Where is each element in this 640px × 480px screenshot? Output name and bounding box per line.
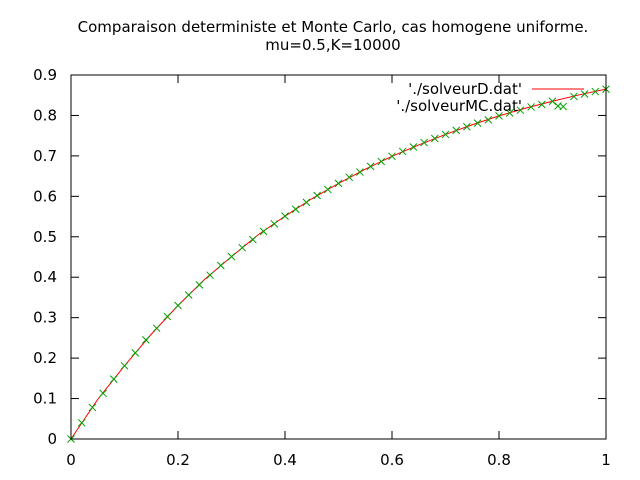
x-axis-ticks: 0 0.2 0.4 0.6 0.8 1 (66, 75, 611, 469)
series-point-solveurMC (142, 336, 150, 344)
series-point-solveurMC (302, 198, 311, 207)
series-point-solveurMC (345, 173, 354, 182)
series-point-solveurMC (227, 252, 236, 261)
y-tick-label: 0.1 (33, 390, 57, 408)
series-point-solveurMC (131, 348, 140, 357)
x-tick-label: 0.6 (380, 451, 404, 469)
x-tick-label: 1 (601, 451, 611, 469)
y-axis-ticks: 0 0.1 0.2 0.3 0.4 0.5 0.6 0.7 0.8 0.9 (33, 66, 606, 448)
series-point-solveurMC (174, 301, 182, 310)
legend: './solveurD.dat' './solveurMC.dat' (396, 80, 584, 115)
series-point-solveurMC (484, 116, 493, 124)
x-tick-label: 0 (66, 451, 76, 469)
series-point-solveurMC (570, 92, 578, 101)
series-point-solveurMC (270, 219, 279, 228)
series-point-solveurMC (323, 185, 332, 194)
y-tick-label: 0.4 (33, 268, 57, 286)
y-tick-label: 0.5 (33, 228, 57, 246)
series-point-solveurMC (463, 122, 471, 131)
series-point-solveurMC (163, 312, 172, 321)
y-tick-label: 0.3 (33, 309, 57, 327)
plot-frame (70, 74, 607, 440)
series-point-solveurMC (206, 271, 214, 280)
series-point-solveurMC (334, 179, 343, 188)
series-point-solveurMC (99, 389, 107, 398)
x-tick-label: 0.4 (273, 451, 297, 469)
series-point-solveurMC (356, 168, 364, 176)
legend-label-solveurD: './solveurD.dat' (408, 80, 522, 98)
y-tick-label: 0.7 (33, 147, 57, 165)
series-point-solveurMC (430, 134, 439, 143)
series-point-solveurMC (537, 100, 546, 109)
series-point-solveurMC (495, 111, 503, 120)
series-point-solveurMC (398, 147, 407, 156)
series-point-solveurMC (152, 324, 161, 333)
series-point-solveurMC (548, 97, 557, 106)
series-point-solveurMC (441, 130, 450, 139)
series-point-solveurMC (409, 143, 418, 151)
series-point-solveurMC (77, 418, 86, 427)
series-line-solveurD (70, 88, 607, 440)
y-tick-label: 0.6 (33, 187, 57, 205)
series-point-solveurMC (281, 212, 289, 221)
series-point-solveurMC (109, 375, 118, 383)
series-point-solveurMC (420, 138, 428, 147)
legend-swatch-solveurMC (554, 102, 562, 110)
series-point-solveurMC (88, 403, 97, 412)
series-point-solveurMC (366, 162, 375, 171)
chart-title-line-1: Comparaison deterministe et Monte Carlo,… (78, 18, 589, 36)
series-layer (67, 85, 610, 443)
series-point-solveurMC (238, 243, 247, 252)
y-tick-label: 0 (47, 430, 57, 448)
series-point-solveurMC (388, 152, 396, 161)
series-point-solveurMC (452, 126, 461, 135)
series-point-solveurMC (377, 157, 386, 166)
series-point-solveurMC (216, 261, 225, 270)
series-point-solveurMC (580, 90, 589, 98)
legend-label-solveurMC: './solveurMC.dat' (396, 97, 522, 115)
series-point-solveurMC (184, 291, 193, 299)
chart-title-line-2: mu=0.5,K=10000 (265, 36, 400, 54)
series-point-solveurMC (259, 227, 268, 236)
series-point-solveurMC (473, 119, 482, 127)
series-point-solveurMC (505, 109, 514, 117)
series-point-solveurMC (291, 205, 300, 214)
series-point-solveurMC (249, 235, 257, 244)
x-tick-label: 0.2 (166, 451, 190, 469)
x-tick-label: 0.8 (487, 451, 511, 469)
series-point-solveurMC (516, 106, 525, 115)
series-point-solveurMC (591, 87, 600, 96)
y-tick-label: 0.9 (33, 66, 57, 84)
series-point-solveurMC (195, 281, 204, 289)
series-point-solveurMC (313, 191, 321, 200)
series-point-solveurMC (120, 361, 129, 370)
y-tick-label: 0.8 (33, 106, 57, 124)
series-point-solveurMC (527, 103, 535, 111)
y-tick-label: 0.2 (33, 349, 57, 367)
